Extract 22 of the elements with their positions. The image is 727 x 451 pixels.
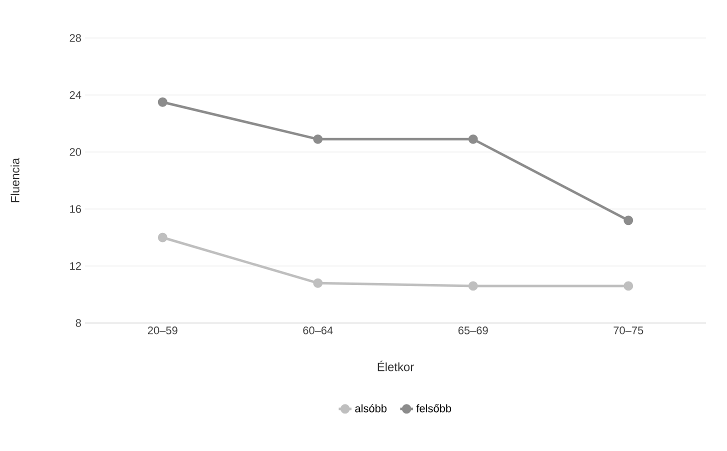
x-tick-label: 20–59 (148, 326, 178, 334)
y-axis-title: Fluencia (10, 158, 20, 202)
y-tick-label: 16 (70, 205, 81, 213)
point (158, 232, 168, 242)
y-tick-label: 24 (70, 91, 82, 99)
point (158, 97, 168, 107)
y-tick-label: 12 (70, 262, 81, 270)
x-tick-label: 65–69 (458, 326, 488, 334)
y-tick-label: 20 (70, 148, 82, 156)
legend-label: felsőbb (416, 404, 452, 412)
x-axis-title: Életkor (378, 360, 414, 372)
point (624, 216, 634, 226)
point (468, 281, 478, 291)
point (313, 134, 323, 144)
point (624, 281, 634, 291)
y-tick-label: 28 (70, 34, 81, 42)
point (468, 134, 478, 144)
x-tick-label: 60–64 (303, 326, 333, 334)
legend-label: alsóbb (355, 404, 387, 412)
y-tick-label: 8 (76, 319, 81, 327)
point (313, 278, 323, 288)
x-tick-label: 70–75 (614, 326, 644, 334)
